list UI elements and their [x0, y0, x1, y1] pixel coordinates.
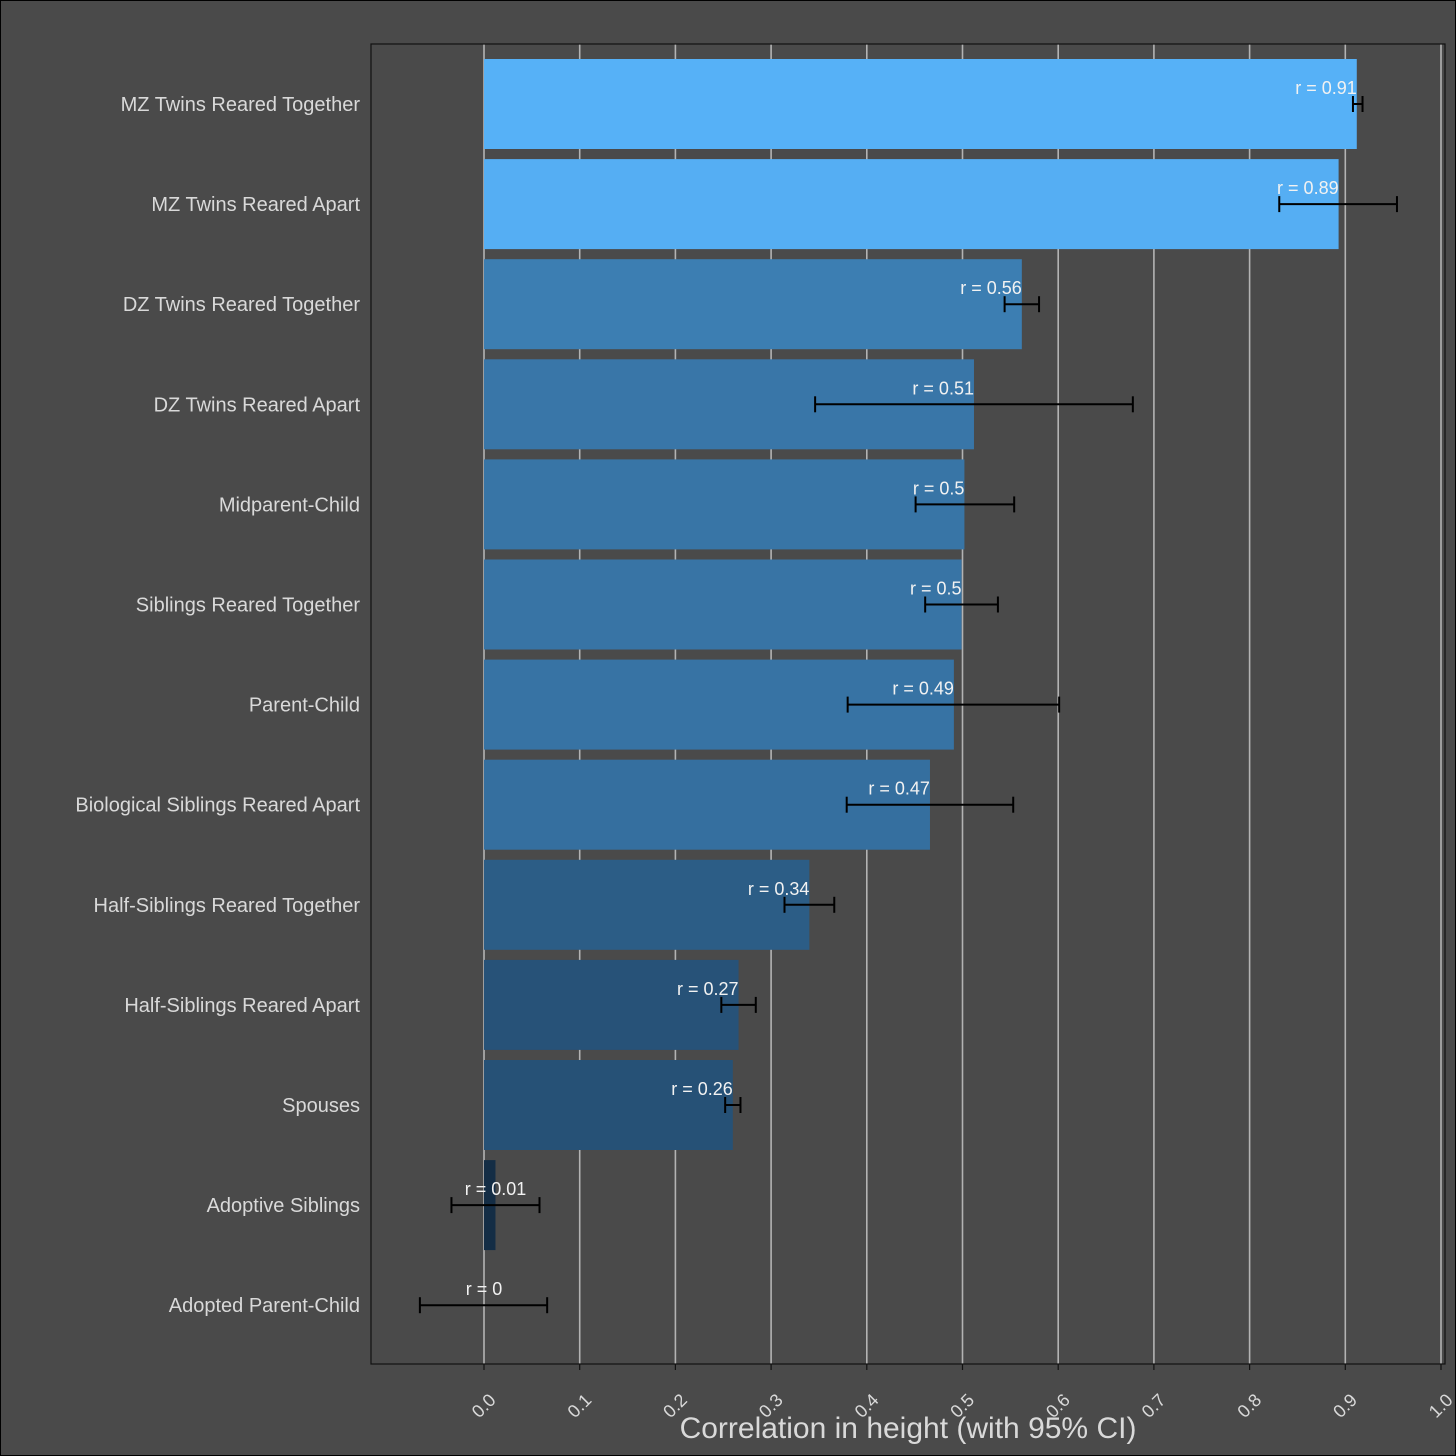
bar	[484, 1060, 733, 1150]
x-axis-title: Correlation in height (with 95% CI)	[680, 1412, 1137, 1445]
data-label: r = 0.89	[1277, 178, 1339, 198]
category-labels: MZ Twins Reared Together MZ Twins Reared …	[75, 94, 360, 1317]
bar	[484, 459, 965, 550]
error-bar	[724, 1097, 742, 1113]
data-label: r = 0.91	[1295, 78, 1357, 98]
error-bar	[1278, 196, 1398, 213]
data-label: r = 0.5	[913, 478, 965, 498]
category-label: Siblings Reared Together	[136, 595, 361, 617]
error-bar	[783, 896, 836, 913]
error-bar	[814, 396, 1134, 413]
bar	[484, 959, 739, 1050]
data-label: r = 0.27	[677, 979, 739, 999]
data-label: r = 0.5	[910, 579, 962, 599]
error-bars	[418, 96, 1398, 1314]
error-bar	[450, 1197, 541, 1214]
data-labels: r = 0.91 r = 0.89 r = 0.56 r = 0.51 r = 0.5 r…	[465, 78, 1357, 1299]
bars	[484, 59, 1357, 1251]
bar	[484, 859, 810, 950]
data-label: r = 0.47	[868, 779, 930, 799]
category-label: DZ Twins Reared Together	[123, 294, 360, 316]
error-bar	[914, 496, 1016, 513]
data-label: r = 0.01	[465, 1179, 527, 1199]
category-label: DZ Twins Reared Apart	[154, 394, 361, 416]
plot-panel-border	[370, 43, 1446, 1365]
error-bar	[845, 796, 1015, 813]
bar	[484, 259, 1022, 350]
category-label: Half-Siblings Reared Apart	[124, 995, 360, 1017]
category-label: Parent-Child	[249, 695, 360, 717]
data-label: r = 0.26	[671, 1079, 733, 1099]
category-label: MZ Twins Reared Apart	[151, 194, 360, 216]
error-bar	[720, 996, 757, 1013]
error-bar	[418, 1297, 549, 1314]
category-label: Adoptive Siblings	[207, 1195, 360, 1217]
category-label: Biological Siblings Reared Apart	[75, 795, 360, 817]
error-bar	[1003, 296, 1041, 313]
data-label: r = 0.34	[748, 879, 810, 899]
data-label: r = 0	[466, 1279, 503, 1299]
bar	[484, 159, 1339, 250]
bar	[484, 559, 962, 650]
error-bar	[1351, 96, 1364, 112]
category-label: Midparent-Child	[219, 494, 360, 516]
category-label: MZ Twins Reared Together	[121, 94, 361, 116]
error-bar	[924, 596, 999, 613]
category-label: Adopted Parent-Child	[169, 1295, 360, 1317]
bar	[484, 59, 1357, 149]
data-label: r = 0.51	[912, 378, 974, 398]
data-label: r = 0.56	[960, 278, 1022, 298]
error-bar	[846, 696, 1061, 713]
data-label: r = 0.49	[892, 679, 954, 699]
category-label: Spouses	[282, 1095, 360, 1117]
category-label: Half-Siblings Reared Together	[94, 895, 361, 917]
